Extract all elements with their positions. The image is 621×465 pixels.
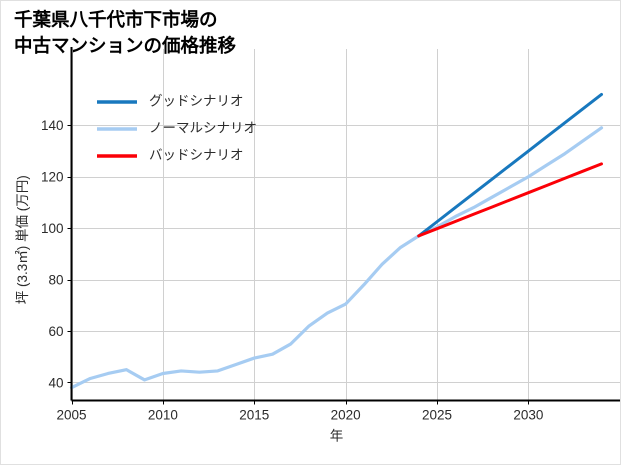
series-line-バッドシナリオ <box>417 162 603 238</box>
gridlines-group <box>71 49 620 401</box>
x-tick-label: 2025 <box>422 408 452 423</box>
axis-titles: 年 坪 (3.3㎡) 単価 (万円) <box>15 175 343 443</box>
legend-label-ノーマルシナリオ: ノーマルシナリオ <box>149 121 257 136</box>
x-tick-label: 2020 <box>331 408 361 423</box>
y-tick-label: 40 <box>48 375 63 390</box>
y-tick-label: 140 <box>41 118 64 133</box>
x-tick-label: 2010 <box>148 408 178 423</box>
y-tick-label: 60 <box>48 324 63 339</box>
x-tick-label: 2005 <box>56 408 86 423</box>
chart-title: 千葉県八千代市下市場の 中古マンションの価格推移 <box>14 9 237 57</box>
series-group <box>69 92 604 390</box>
y-axis-title: 坪 (3.3㎡) 単価 (万円) <box>15 175 30 304</box>
y-tick-labels: 40 60 80 100 120 140 <box>41 118 64 390</box>
x-tick-label: 2030 <box>513 408 543 423</box>
x-axis-title: 年 <box>330 429 344 444</box>
y-tick-label: 100 <box>41 221 64 236</box>
y-tick-label: 120 <box>41 170 64 185</box>
x-tick-label: 2015 <box>239 408 269 423</box>
legend-label-バッドシナリオ: バッドシナリオ <box>149 148 244 163</box>
series-line-ノーマルシナリオ <box>69 126 604 390</box>
series-line-グッドシナリオ <box>417 92 603 238</box>
y-tick-label: 80 <box>48 272 63 287</box>
tickmarks-group <box>67 124 530 405</box>
x-tick-labels: 2005 2010 2015 2020 2025 2030 <box>56 408 543 423</box>
legend-label-グッドシナリオ: グッドシナリオ <box>149 94 244 109</box>
